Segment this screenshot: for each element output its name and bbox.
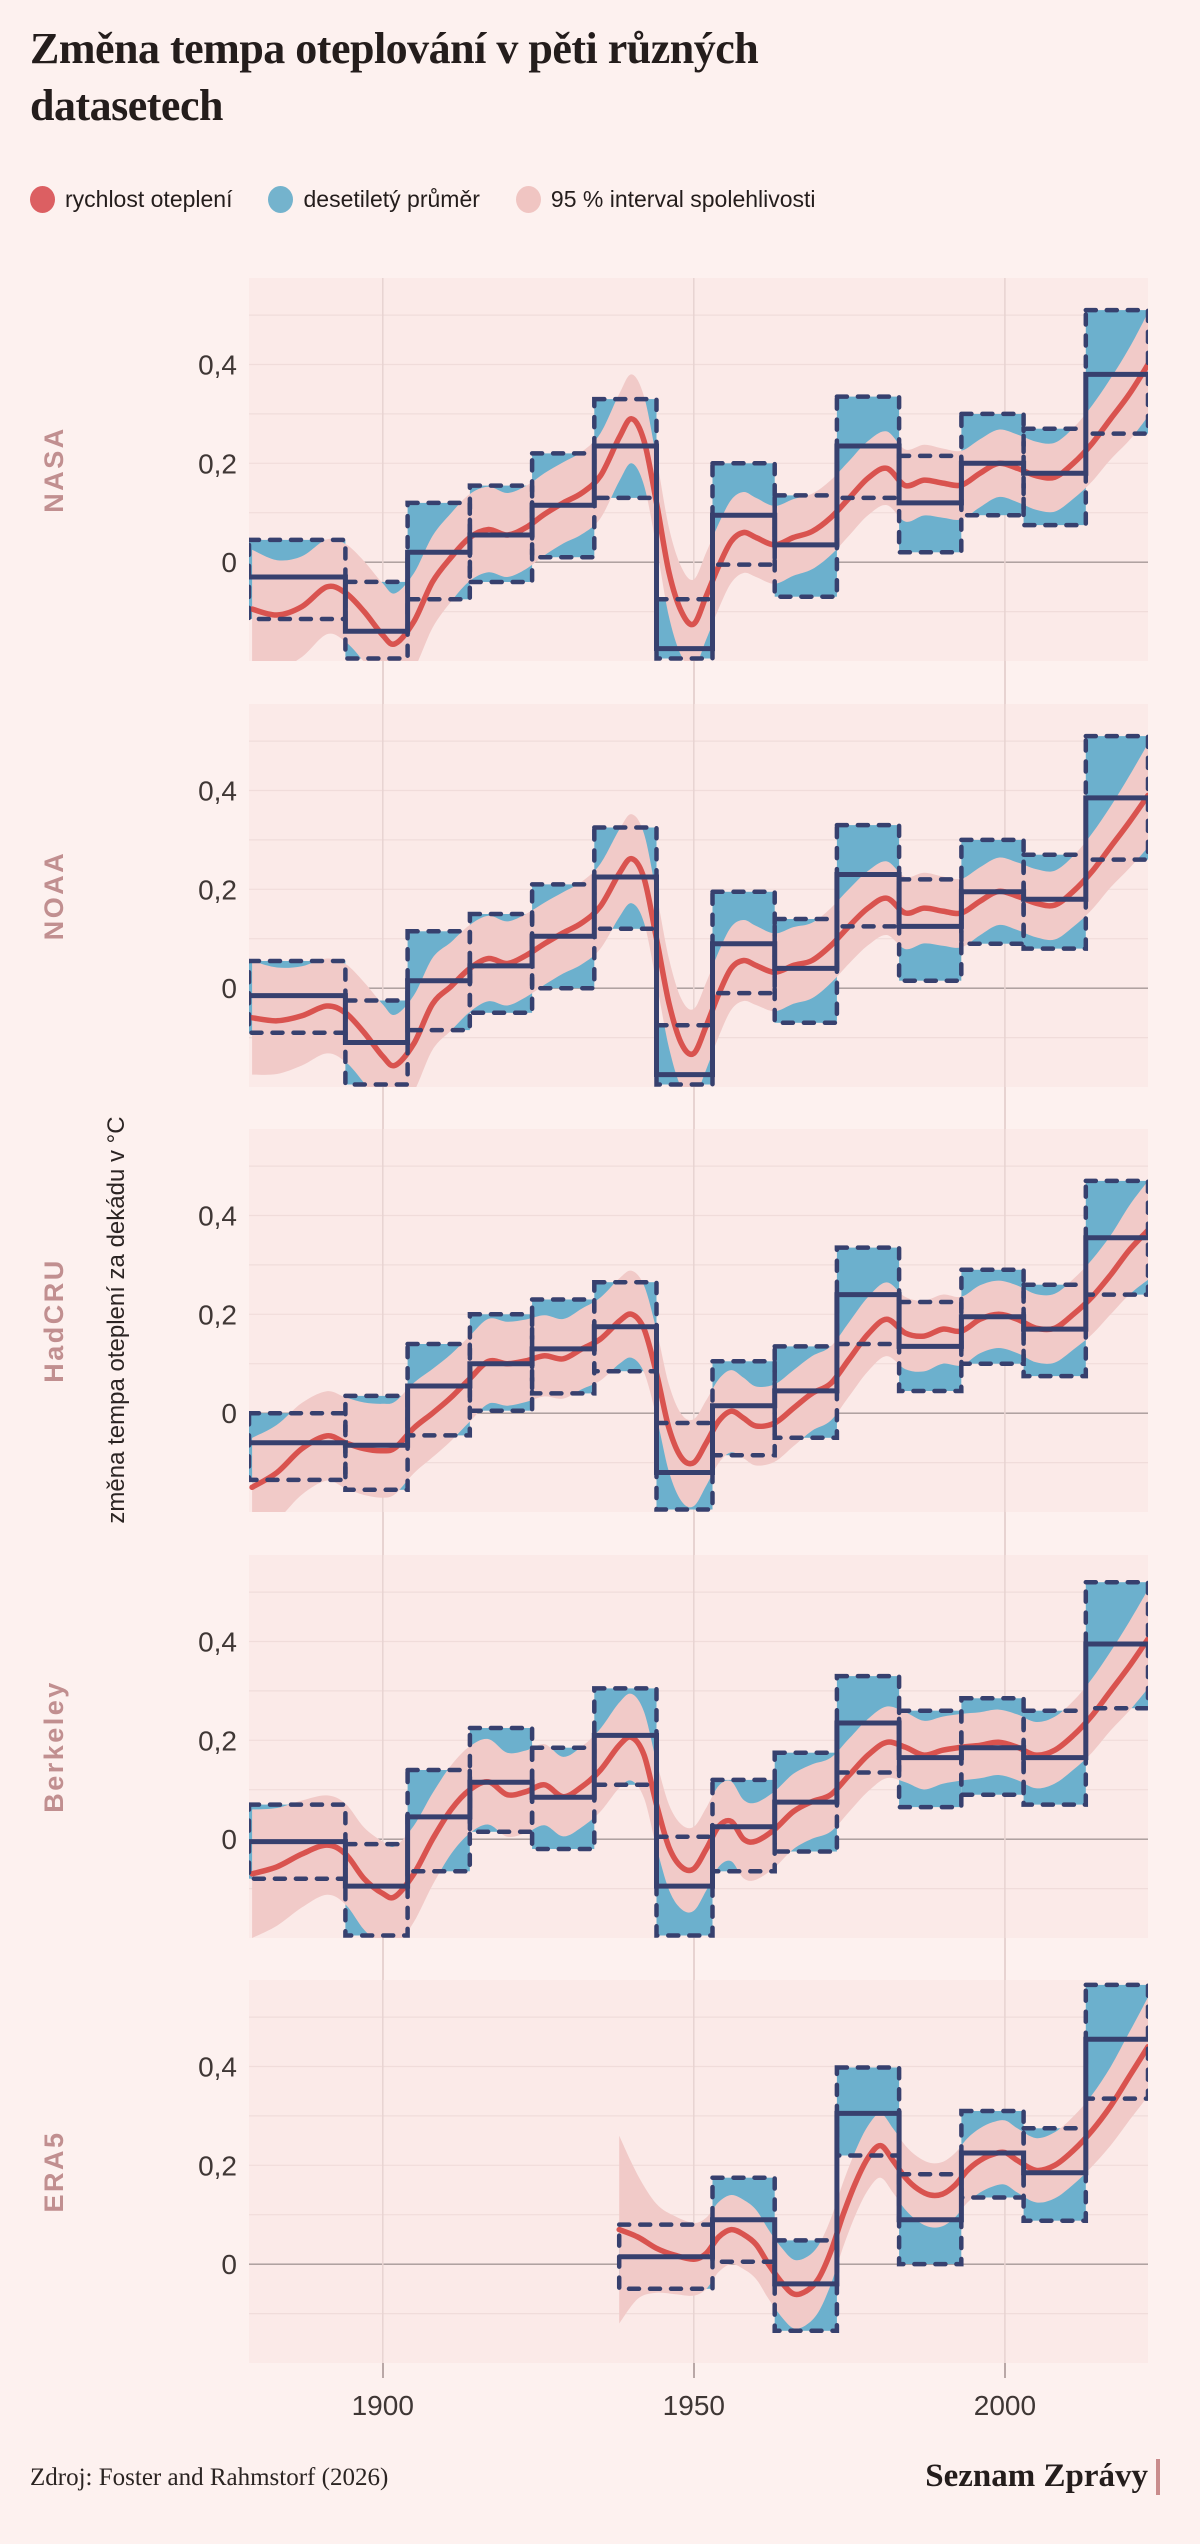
- svg-text:0,4: 0,4: [198, 350, 237, 381]
- panel-label-nasa: NASA: [39, 426, 69, 513]
- svg-text:0: 0: [221, 1398, 237, 1429]
- confidence-band: [619, 1997, 1148, 2329]
- svg-text:0: 0: [221, 1824, 237, 1855]
- confidence-band: [252, 1589, 1148, 1938]
- legend-label: rychlost oteplení: [65, 186, 233, 212]
- x-tick-label-2000: 2000: [973, 2390, 1037, 2421]
- y-tick-labels: 0,4 0,2 0: [198, 776, 237, 1005]
- trend-line: [249, 1636, 1148, 1901]
- confidence-interval-dot-icon: [515, 186, 541, 213]
- y-tick-labels: 0,4 0,2 0: [198, 350, 237, 579]
- trend-line: [249, 792, 1148, 1069]
- svg-text:0,2: 0,2: [198, 2150, 237, 2181]
- legend-item-warming-rate: rychlost oteplení: [30, 186, 232, 213]
- decade-step-line: [619, 2036, 1148, 2287]
- chart-panel-berkeley: 0,4 0,2 0 Berkeley: [39, 1555, 1148, 1938]
- legend-label: desetiletý průměr: [303, 186, 480, 212]
- trend-line: [249, 361, 1148, 647]
- svg-text:0,2: 0,2: [198, 448, 237, 479]
- panel-label-noaa: NOAA: [39, 851, 69, 941]
- brand-logo: Seznam Zprávy: [925, 2458, 1148, 2494]
- svg-text:0,4: 0,4: [198, 1627, 237, 1658]
- panel-label-berkeley: Berkeley: [39, 1680, 69, 1813]
- svg-text:0,2: 0,2: [198, 1725, 237, 1756]
- decade-step-line: [249, 1235, 1148, 1475]
- chart-panel-noaa: 0,4 0,2 0 NOAA: [39, 704, 1148, 1087]
- y-axis-label: změna tempa oteplení za dekádu v °C: [103, 1116, 130, 1524]
- x-tick-mark-1900: [382, 2363, 384, 2378]
- source-note: Zdroj: Foster and Rahmstorf (2026): [30, 2464, 389, 2491]
- x-tick-mark-1950: [693, 2363, 695, 2378]
- x-tick-label-1950: 1950: [662, 2390, 725, 2421]
- svg-text:0,4: 0,4: [198, 776, 237, 807]
- svg-text:0: 0: [221, 973, 237, 1004]
- warming-rate-dot-icon: [30, 186, 55, 213]
- confidence-band: [252, 743, 1148, 1087]
- svg-text:0,4: 0,4: [198, 2052, 237, 2083]
- legend: rychlost oteplení desetiletý průměr 95 % i…: [30, 186, 816, 213]
- decade-step-line: [249, 371, 1148, 652]
- brand: Seznam Zprávy: [925, 2458, 1160, 2495]
- decadal-mean-dot-icon: [268, 186, 294, 213]
- svg-text:0,2: 0,2: [198, 1299, 237, 1330]
- chart-panel-hadcru: 0,4 0,2 0 HadCRU: [39, 1129, 1148, 1512]
- brand-bar: [1156, 2458, 1160, 2495]
- legend-item-confidence-interval: 95 % interval spolehlivosti: [515, 186, 816, 213]
- page-title: Změna tempa oteplování v pěti různých da…: [30, 24, 759, 131]
- y-tick-labels: 0,4 0,2 0: [198, 1201, 237, 1430]
- svg-text:0,2: 0,2: [198, 874, 237, 905]
- decade-step-line: [249, 795, 1148, 1078]
- panel-label-era5: ERA5: [39, 2130, 69, 2212]
- confidence-band: [252, 312, 1148, 661]
- chart-panel-era5: 0,4 0,2 0 ERA5: [39, 1980, 1148, 2363]
- x-tick-mark-2000: [1004, 2363, 1006, 2378]
- svg-text:0: 0: [221, 547, 237, 578]
- legend-label: 95 % interval spolehlivosti: [550, 186, 816, 212]
- y-tick-labels: 0,4 0,2 0: [198, 2052, 237, 2281]
- panel-label-hadcru: HadCRU: [39, 1258, 69, 1383]
- chart-panel-nasa: 0,4 0,2 0 NASA: [39, 278, 1148, 661]
- trend-line: [616, 2043, 1148, 2298]
- decade-step-line: [249, 1641, 1148, 1889]
- grid: [249, 278, 1148, 661]
- x-tick-label-1900: 1900: [351, 2390, 414, 2421]
- y-tick-labels: 0,4 0,2 0: [198, 1627, 237, 1856]
- svg-text:0,4: 0,4: [198, 1201, 237, 1232]
- svg-text:0: 0: [221, 2249, 237, 2280]
- legend-item-decadal-mean: desetiletý průměr: [268, 186, 480, 213]
